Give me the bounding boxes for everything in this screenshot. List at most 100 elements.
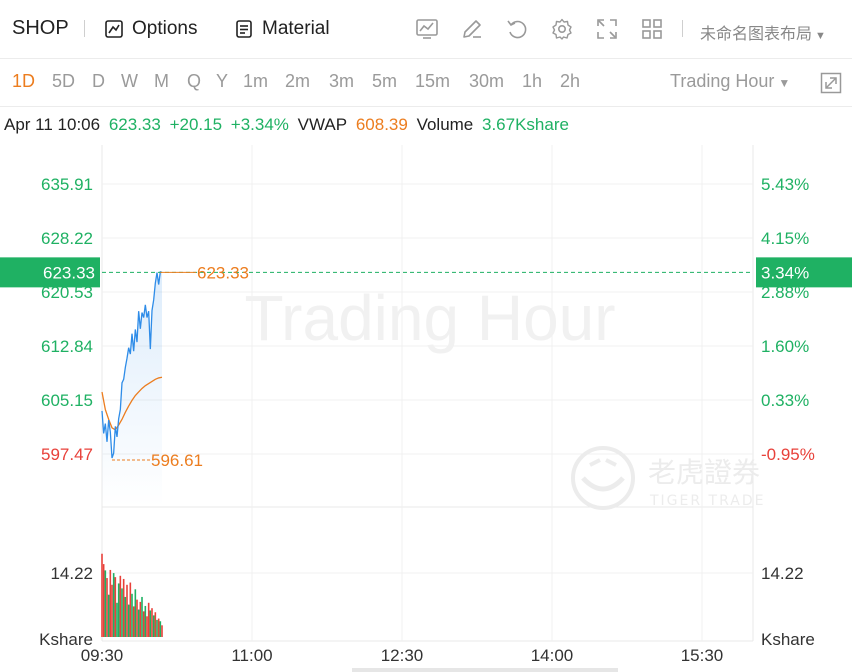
pct-tick-label: 2.88% (761, 283, 809, 302)
session-selector[interactable]: Trading Hour ▼ (670, 71, 790, 92)
settings-gear-icon[interactable] (550, 17, 574, 41)
reset-icon[interactable] (505, 17, 529, 41)
draw-pencil-icon[interactable] (460, 17, 484, 41)
period-day[interactable]: D (92, 71, 105, 91)
volume-tick-label: 14.22 (761, 564, 804, 583)
pct-tick-label: 5.43% (761, 175, 809, 194)
chart-grid (101, 145, 754, 642)
volume-bar (151, 608, 153, 637)
vwap-label: VWAP (297, 115, 348, 134)
toolbar-divider (682, 20, 683, 37)
indicator-chart-icon[interactable] (415, 17, 439, 41)
period-1m[interactable]: 1m (243, 71, 269, 91)
period-15m[interactable]: 15m (415, 71, 451, 91)
period-year[interactable]: Y (216, 71, 229, 91)
price-line (101, 271, 163, 459)
volume-bar (136, 599, 138, 637)
volume-bar (129, 582, 132, 637)
time-tick-label: 14:00 (531, 646, 574, 665)
caret-down-icon: ▼ (815, 30, 826, 42)
price-tick-label: 597.47 (41, 445, 93, 464)
chart-toolbar: SHOP Options Material 未命名图表布局 ▼ (0, 0, 852, 59)
volume-bar (116, 602, 118, 637)
volume-label: Volume (416, 115, 474, 134)
time-tick-label: 09:30 (81, 646, 124, 665)
pct-tick-label: 4.15% (761, 229, 809, 248)
logo-text-cn: 老虎證券 (648, 456, 760, 489)
volume-bar (142, 611, 145, 637)
options-label: Options (132, 18, 198, 39)
high-price-label: 623.33 (197, 263, 249, 282)
period-5d[interactable]: 5D (52, 71, 76, 91)
material-button[interactable]: Material (234, 16, 330, 42)
volume-bar (156, 619, 158, 637)
period-30m[interactable]: 30m (469, 71, 505, 91)
period-quarter[interactable]: Q (187, 71, 202, 91)
price-tick-label: 635.91 (41, 175, 93, 194)
grid-layout-icon[interactable] (640, 17, 664, 41)
period-selector: 1D 5D D W M Q Y 1m 2m 3m 5m 15m 30m 1h 2… (0, 59, 852, 107)
quote-change-pct: +3.34% (230, 115, 289, 134)
volume-bar (159, 621, 162, 637)
watermark-text: Trading Hour (244, 282, 615, 354)
pct-tick-label: 1.60% (761, 337, 809, 356)
period-5m[interactable]: 5m (372, 71, 398, 91)
time-scrollbar[interactable] (352, 668, 618, 672)
toolbar-divider (84, 20, 85, 37)
volume-bar (141, 596, 143, 637)
volume-bar (132, 606, 135, 637)
options-button[interactable]: Options (104, 16, 197, 42)
volume-unit-label: Kshare (39, 630, 93, 649)
volume-bar (122, 578, 125, 637)
volume-bar (111, 584, 113, 637)
volume-bar (152, 615, 155, 637)
fullscreen-icon[interactable] (595, 17, 619, 41)
volume-bar (137, 609, 140, 637)
volume-bar (114, 577, 117, 637)
ticker-symbol[interactable]: SHOP (12, 17, 69, 39)
quote-line: Apr 11 10:06 623.33 +20.15 +3.34% VWAP 6… (4, 115, 573, 135)
period-1d[interactable]: 1D (12, 71, 36, 91)
price-area-fill (102, 271, 162, 507)
quote-time: Apr 11 10:06 (4, 115, 101, 134)
tiger-trade-logo: 老虎證券 TIGER TRADE (571, 446, 765, 510)
price-tick-label: 605.15 (41, 391, 93, 410)
time-tick-label: 11:00 (231, 646, 272, 665)
pct-tick-label: -0.95% (761, 445, 815, 464)
volume-unit-label: Kshare (761, 630, 815, 649)
current-pct-label: 3.34% (761, 263, 809, 282)
volume-bar (102, 564, 105, 637)
volume-bar (101, 553, 103, 637)
layout-selector[interactable]: 未命名图表布局 ▼ (700, 20, 826, 44)
volume-bar (107, 594, 110, 637)
volume-bar (161, 625, 163, 637)
period-week[interactable]: W (121, 71, 138, 91)
volume-bar (112, 573, 115, 637)
caret-down-icon: ▼ (778, 76, 791, 90)
period-month[interactable]: M (154, 71, 169, 91)
vwap-line (101, 376, 163, 431)
logo-text-en: TIGER TRADE (649, 493, 765, 509)
period-2h[interactable]: 2h (560, 71, 581, 91)
volume-bar (146, 616, 148, 637)
period-1h[interactable]: 1h (522, 71, 543, 91)
material-label: Material (262, 18, 330, 39)
volume-bar (106, 578, 108, 637)
intraday-chart[interactable]: 635.91 5.43% 628.22 4.15% 620.53 2.88% 612.84 1… (0, 140, 852, 668)
volume-bar (134, 589, 137, 637)
expand-icon[interactable] (820, 72, 842, 94)
vwap-value: 608.39 (355, 115, 408, 134)
volume-bar (104, 570, 107, 637)
options-chart-icon (105, 20, 123, 38)
price-tick-label: 628.22 (41, 229, 93, 248)
volume-bar (126, 584, 128, 637)
price-markers: 623.33 3.34% 623.33 596.61 (0, 257, 852, 470)
volume-value: 3.67Kshare (482, 115, 569, 134)
period-3m[interactable]: 3m (329, 71, 355, 91)
price-tick-label: 620.53 (41, 283, 93, 302)
pct-tick-label: 0.33% (761, 391, 809, 410)
time-tick-label: 12:30 (381, 646, 424, 665)
volume-tick-label: 14.22 (50, 564, 93, 583)
current-pct-badge (756, 257, 852, 288)
period-2m[interactable]: 2m (285, 71, 311, 91)
